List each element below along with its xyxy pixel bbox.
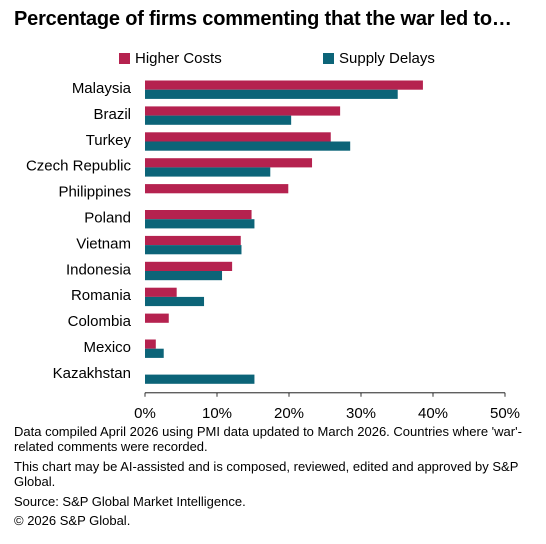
footer: Data compiled April 2026 using PMI data … <box>14 424 534 528</box>
x-tick-label: 30% <box>346 405 376 420</box>
legend-swatch-supply-delays <box>323 53 334 64</box>
bar-higher-costs <box>145 132 331 142</box>
category-label: Colombia <box>68 313 132 330</box>
category-label: Poland <box>84 210 131 227</box>
bar-higher-costs <box>145 287 177 297</box>
bar-supply-delays <box>145 271 223 281</box>
bar-chart: Malaysia Brazil Turkey Czech Republic Philip… <box>26 80 520 420</box>
bar-supply-delays <box>145 115 292 125</box>
footer-note-ai: This chart may be AI-assisted and is com… <box>14 459 519 489</box>
category-label: Indonesia <box>66 261 132 278</box>
bar-higher-costs <box>145 210 252 220</box>
footer-note-data: Data compiled April 2026 using PMI data … <box>14 424 522 454</box>
x-tick-label: 50% <box>490 405 520 420</box>
x-tick-label: 20% <box>274 405 304 420</box>
bar-supply-delays <box>145 141 351 151</box>
category-label: Philippines <box>58 184 131 201</box>
bar-supply-delays <box>145 219 255 229</box>
bar-supply-delays <box>145 374 255 384</box>
legend-label-supply-delays: Supply Delays <box>339 50 435 67</box>
bar-supply-delays <box>145 245 242 255</box>
category-label: Brazil <box>93 106 131 123</box>
category-label: Czech Republic <box>26 158 132 175</box>
category-label: Mexico <box>83 339 131 356</box>
legend-item-supply-delays: Supply Delays <box>323 50 435 67</box>
bar-supply-delays <box>145 89 398 99</box>
bar-higher-costs <box>145 313 169 323</box>
category-label: Turkey <box>86 132 132 149</box>
legend-label-higher-costs: Higher Costs <box>135 50 222 67</box>
category-label: Malaysia <box>72 80 132 97</box>
chart-legend: Higher Costs Supply Delays <box>0 50 546 72</box>
bar-higher-costs <box>145 106 341 116</box>
bar-higher-costs <box>145 235 241 246</box>
legend-swatch-higher-costs <box>119 53 130 64</box>
category-label: Kazakhstan <box>53 365 131 382</box>
category-label: Vietnam <box>76 235 131 252</box>
bar-higher-costs <box>145 158 313 168</box>
category-label: Romania <box>71 287 132 304</box>
bar-supply-delays <box>145 167 271 177</box>
bar-higher-costs <box>145 261 233 271</box>
footer-source: Source: S&P Global Market Intelligence. <box>14 494 246 509</box>
bar-supply-delays <box>145 348 164 358</box>
x-tick-label: 40% <box>418 405 448 420</box>
x-tick-label: 10% <box>202 405 232 420</box>
bar-higher-costs <box>145 80 423 90</box>
legend-item-higher-costs: Higher Costs <box>119 50 222 67</box>
bar-higher-costs <box>145 184 289 194</box>
footer-copyright: © 2026 S&P Global. <box>14 513 131 528</box>
bar-supply-delays <box>145 296 205 307</box>
chart-title: Percentage of firms commenting that the … <box>14 8 512 30</box>
bar-higher-costs <box>145 339 156 349</box>
x-tick-label: 0% <box>134 405 156 420</box>
